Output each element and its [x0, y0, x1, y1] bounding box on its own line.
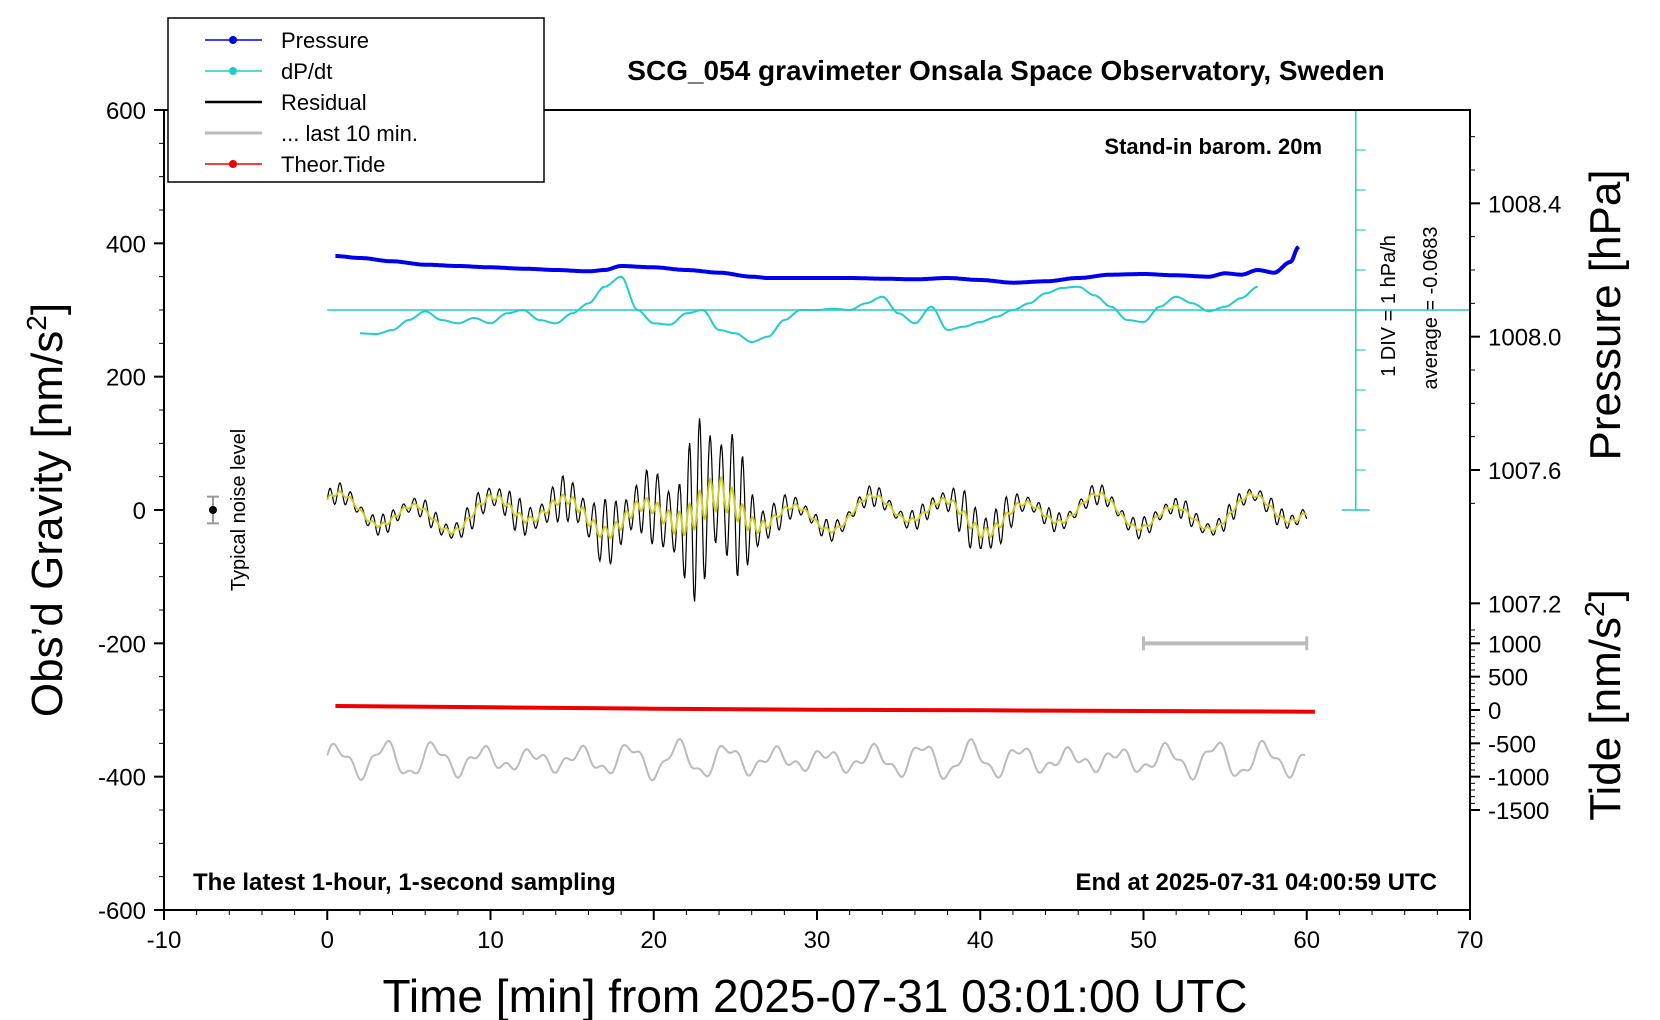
tide-tick-label: 500: [1488, 665, 1528, 692]
tide-tick-label: -500: [1488, 731, 1536, 758]
x-tick-label: 10: [477, 927, 504, 954]
y-axis-label: Obs’d Gravity [nm/s2]: [21, 303, 72, 717]
legend-label: ... last 10 min.: [281, 121, 418, 146]
tide-axis-label: Tide [nm/s2]: [1579, 589, 1630, 821]
tide-tick-label: -1500: [1488, 798, 1549, 825]
tide-axis-label-close: ]: [1581, 589, 1630, 601]
x-tick-label: 60: [1293, 927, 1320, 954]
legend-marker: [229, 160, 237, 168]
pressure-tick-label: 1007.6: [1488, 458, 1561, 485]
end-time-note: End at 2025-07-31 04:00:59 UTC: [1076, 869, 1438, 896]
legend-label: dP/dt: [281, 59, 332, 84]
noise-marker-dot: [208, 506, 217, 514]
legend-marker: [229, 36, 237, 44]
div-scale-note: 1 DIV = 1 hPa/h: [1378, 235, 1400, 377]
tide-tick-label: -1000: [1488, 765, 1549, 792]
x-tick-label: 20: [640, 927, 667, 954]
pressure-tick-label: 1008.4: [1488, 191, 1561, 218]
y-axis-label-sup: 2: [21, 315, 52, 331]
x-axis-label: Time [min] from 2025-07-31 03:01:00 UTC: [383, 970, 1248, 1020]
pressure-tick-label: 1008.0: [1488, 325, 1561, 352]
legend-marker: [229, 67, 237, 75]
latest-sampling-note: The latest 1-hour, 1-second sampling: [193, 869, 616, 896]
tide-tick-label: 0: [1488, 698, 1501, 725]
pressure-axis-label: Pressure [hPa]: [1581, 169, 1630, 460]
y-tick-label: 0: [133, 498, 146, 525]
residual-smoothed-line: [326, 476, 1307, 540]
plot-overlays: [206, 109, 1370, 651]
legend-box: [167, 17, 545, 183]
tide-tick-label: 1000: [1488, 631, 1541, 658]
last-10min-line: [326, 737, 1306, 782]
legend-label: Residual: [281, 90, 367, 115]
legend-label: Theor.Tide: [281, 152, 385, 177]
y-axis-label-close: ]: [23, 303, 72, 315]
y-tick-label: -200: [98, 631, 146, 658]
legend: Pressure dP/dt Residual ... last 10 min. The…: [167, 17, 545, 183]
tide-axis-label-main: Tide [nm/s: [1581, 617, 1630, 821]
plot-series: [326, 245, 1470, 782]
barometer-note: Stand-in barom. 20m: [1104, 134, 1322, 159]
legend-label: Pressure: [281, 28, 369, 53]
axis-ticks: -10 0 10 20 30 40 50 60 70 -600 -400 -200 0 200 400 600…: [98, 98, 1561, 954]
tide-line: [335, 704, 1315, 714]
y-tick-label: -600: [98, 898, 146, 925]
x-tick-label: 50: [1130, 927, 1157, 954]
tide-axis-label-sup: 2: [1579, 601, 1610, 617]
x-tick-label: 40: [967, 927, 994, 954]
noise-level-note: Typical noise level: [228, 429, 250, 591]
chart-title: SCG_054 gravimeter Onsala Space Observat…: [627, 55, 1384, 86]
y-tick-label: 600: [106, 98, 146, 125]
dpdt-line: [359, 275, 1258, 344]
x-tick-label: 70: [1457, 927, 1484, 954]
residual-line: [326, 418, 1308, 602]
pressure-tick-label: 1007.2: [1488, 591, 1561, 618]
x-tick-label: -10: [147, 927, 182, 954]
y-tick-label: -400: [98, 765, 146, 792]
plot-frame: [163, 109, 1471, 911]
pressure-line: [335, 245, 1301, 285]
x-tick-label: 30: [804, 927, 831, 954]
y-tick-label: 200: [106, 365, 146, 392]
y-axis-label-main: Obs’d Gravity [nm/s: [23, 331, 72, 717]
y-tick-label: 400: [106, 231, 146, 258]
average-note: average = -0.0683: [1420, 227, 1442, 390]
x-tick-label: 0: [321, 927, 334, 954]
